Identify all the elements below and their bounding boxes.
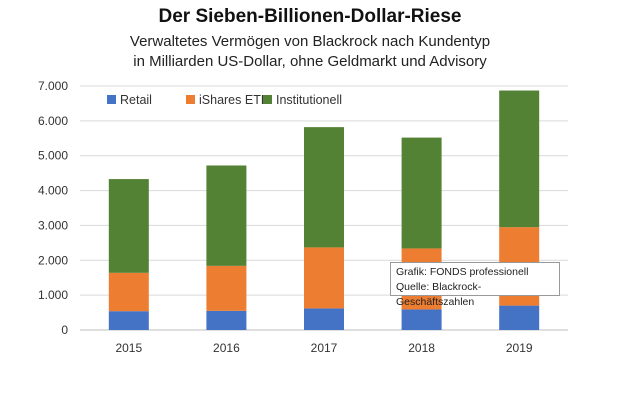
legend-label: Retail [120,93,152,107]
x-tick-label: 2019 [506,341,533,355]
legend-swatch [186,95,195,104]
bar-segment-institutionell [108,179,149,273]
legend-label: Institutionell [276,93,342,107]
legend-label: iShares ETF [199,93,269,107]
bar-segment-retail [401,309,442,330]
bar-segment-retail [304,308,344,330]
chart-subtitle-line2: in Milliarden US-Dollar, ohne Geldmarkt … [133,53,487,70]
bar-segment-ishares-etf [108,272,149,312]
y-tick-label: 1.000 [38,288,68,302]
x-tick-label: 2017 [311,341,338,355]
bar-segment-institutionell [401,137,442,249]
y-tick-label: 3.000 [38,218,68,232]
y-tick-label: 7.000 [38,79,68,93]
bar-segment-institutionell [304,127,344,248]
bar-segment-institutionell [499,90,540,228]
legend-swatch [107,95,116,104]
x-tick-label: 2016 [213,341,240,355]
y-tick-label: 6.000 [38,114,68,128]
y-tick-label: 0 [61,323,68,337]
y-tick-label: 5.000 [38,149,68,163]
bar-segment-ishares-etf [304,247,344,309]
source-box: Grafik: FONDS professionell Quelle: Blac… [390,262,560,308]
y-tick-label: 4.000 [38,184,68,198]
chart-subtitle-line1: Verwaltetes Vermögen von Blackrock nach … [129,33,491,50]
bar-segment-retail [499,305,540,330]
source-credit: Grafik: FONDS professionell [396,266,529,278]
x-tick-label: 2018 [408,341,435,355]
x-tick-label: 2015 [115,341,142,355]
bar-segment-ishares-etf [206,265,247,311]
bar-segment-institutionell [206,165,247,266]
bar-segment-retail [108,311,149,330]
legend-swatch [263,95,272,104]
bar-segment-retail [206,310,247,330]
source-reference: Quelle: Blackrock-Geschäftszahlen [396,281,482,308]
chart-title: Der Sieben-Billionen-Dollar-Riese [158,6,462,27]
y-tick-label: 2.000 [38,253,68,267]
